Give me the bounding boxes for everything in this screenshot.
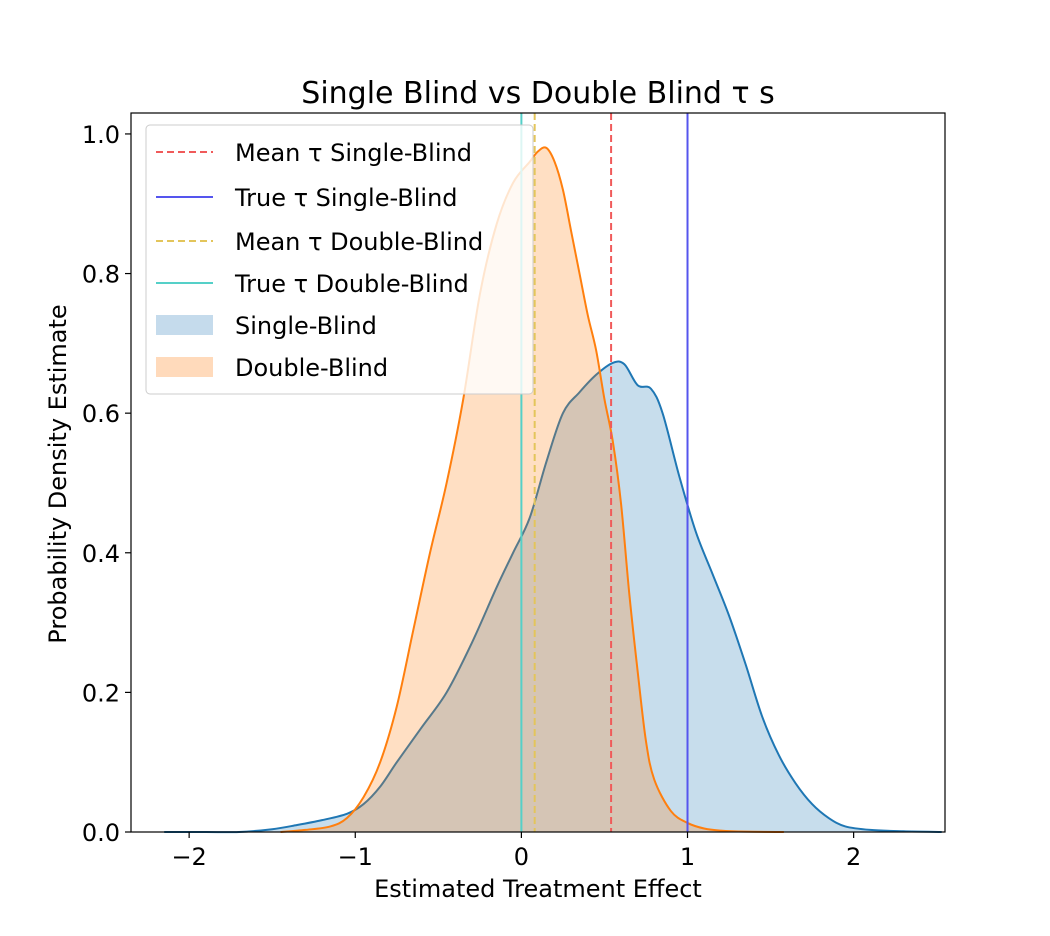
legend-swatch-single-blind: [156, 315, 213, 335]
legend-label-true-tau-single-blind: True τ Single-Blind: [234, 184, 458, 212]
x-tick-label: 1: [680, 843, 695, 871]
legend-label-double-blind: Double-Blind: [235, 354, 388, 382]
chart-title: Single Blind vs Double Blind τ s: [301, 76, 774, 111]
y-tick-label: 0.0: [82, 819, 120, 847]
legend-label-true-tau-double-blind: True τ Double-Blind: [234, 270, 469, 298]
y-tick-label: 1.0: [82, 121, 120, 149]
plot-frame: [130, 112, 946, 833]
y-tick-label: 0.6: [82, 400, 120, 428]
legend: Mean τ Single-Blind True τ Single-Blind Me…: [145, 124, 534, 395]
single-blind-density-fill: [164, 361, 942, 833]
y-axis-label: Probability Density Estimate: [44, 304, 72, 643]
legend-swatch-double-blind: [156, 357, 213, 377]
x-tick-label: 2: [846, 843, 861, 871]
legend-label-mean-tau-single-blind: Mean τ Single-Blind: [235, 139, 472, 167]
x-tick-label: −2: [171, 843, 206, 871]
y-tick-label: 0.2: [82, 679, 120, 707]
x-tick-label: −1: [338, 843, 373, 871]
legend-label-mean-tau-double-blind: Mean τ Double-Blind: [235, 228, 483, 256]
y-tick-label: 0.8: [82, 261, 120, 289]
double-blind-density-fill: [280, 147, 784, 833]
legend-label-single-blind: Single-Blind: [235, 312, 377, 340]
legend-box: [145, 124, 534, 395]
x-tick-label: 0: [514, 843, 529, 871]
plot-area: −2 −1 0 1 2 0.0 0.2 0.4 0.6 0.8 1.0: [82, 112, 946, 871]
double-blind-density-line: [280, 146, 784, 833]
y-tick-label: 0.4: [82, 540, 120, 568]
x-axis-label: Estimated Treatment Effect: [374, 875, 702, 903]
